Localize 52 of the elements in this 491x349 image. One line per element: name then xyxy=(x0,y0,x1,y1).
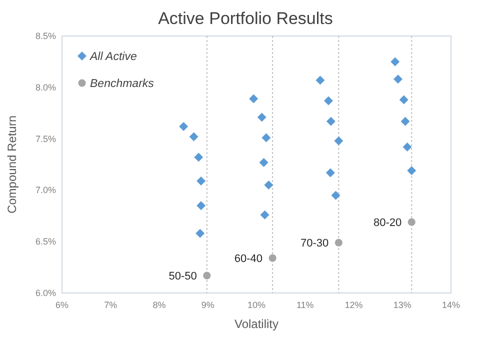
annotation: 70-30 xyxy=(300,238,329,250)
point xyxy=(194,152,204,162)
point xyxy=(394,74,402,84)
x-tick-label: 7% xyxy=(104,300,118,310)
point xyxy=(399,95,408,104)
point xyxy=(407,166,416,176)
x-tick-label: 12% xyxy=(344,300,363,310)
point xyxy=(334,136,344,146)
point xyxy=(331,190,340,200)
legend-label: Benchmarks xyxy=(90,78,154,90)
y-tick-label: 7.5% xyxy=(35,134,56,144)
y-tick-label: 6.0% xyxy=(35,288,56,298)
point xyxy=(400,116,410,126)
point xyxy=(203,272,211,280)
point xyxy=(264,180,274,190)
point xyxy=(326,168,335,178)
legend-label: All Active xyxy=(89,51,137,63)
y-tick-label: 7.0% xyxy=(35,185,56,196)
point xyxy=(179,122,188,131)
point xyxy=(402,142,412,152)
y-tick-label: 8.5% xyxy=(35,31,56,41)
point xyxy=(189,132,198,142)
x-axis-title: Volatility xyxy=(234,317,279,331)
x-tick-label: 9% xyxy=(201,300,214,310)
point xyxy=(316,76,325,85)
point xyxy=(257,112,266,122)
point xyxy=(324,96,333,106)
point xyxy=(262,133,271,142)
y-tick-label: 6.5% xyxy=(35,236,56,247)
annotation: 50-50 xyxy=(168,270,197,283)
x-tick-label: 11% xyxy=(296,300,314,310)
x-tick-label: 14% xyxy=(442,300,460,310)
y-axis-title: Compound Return xyxy=(5,115,19,214)
x-tick-label: 10% xyxy=(247,300,266,310)
point xyxy=(259,158,268,167)
point xyxy=(326,116,336,126)
x-tick-label: 6% xyxy=(55,300,69,310)
point xyxy=(196,228,205,238)
point xyxy=(249,94,258,104)
point xyxy=(268,254,276,262)
point xyxy=(408,218,416,226)
annotation: 80-20 xyxy=(373,217,402,230)
point xyxy=(334,238,342,246)
point xyxy=(390,57,400,66)
point xyxy=(260,210,270,220)
annotation: 60-40 xyxy=(234,253,263,266)
point xyxy=(196,201,206,210)
chart-title: Active Portfolio Results xyxy=(158,9,333,28)
x-tick-label: 8% xyxy=(152,300,166,310)
point xyxy=(196,176,206,186)
y-tick-label: 8.0% xyxy=(35,82,56,92)
x-tick-label: 13% xyxy=(393,300,412,310)
